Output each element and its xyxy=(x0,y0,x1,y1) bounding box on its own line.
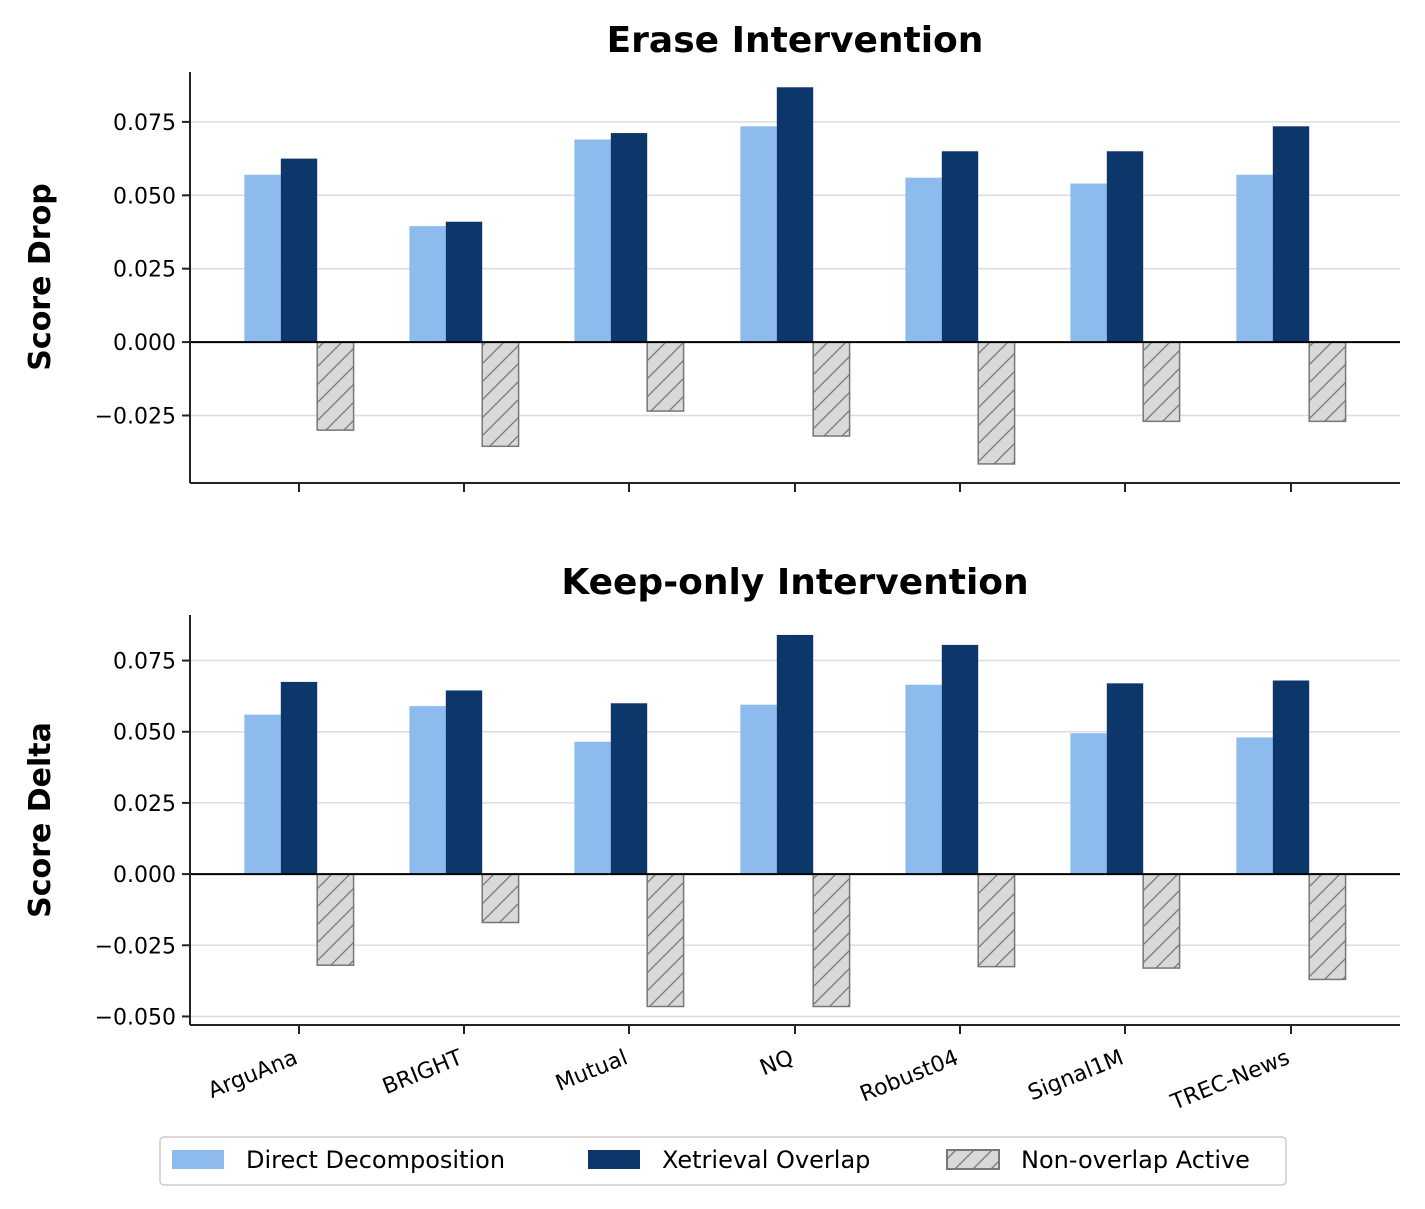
x-tick-label-mutual: Mutual xyxy=(552,1045,631,1096)
erase-bar-nonoverlap-nq xyxy=(812,341,851,437)
erase-panel-title: Erase Intervention xyxy=(607,20,984,61)
keep-only-bar-nonoverlap-nq xyxy=(812,873,851,1008)
y-tick-label: 0.075 xyxy=(113,650,176,675)
y-tick-label: −0.025 xyxy=(95,934,176,959)
keep-only-bar-nonoverlap-trec-news xyxy=(1308,873,1347,981)
erase-bar-direct-trec-news xyxy=(1236,174,1273,343)
legend-label-direct: Direct Decomposition xyxy=(246,1146,505,1174)
erase-bar-overlap-trec-news xyxy=(1272,126,1310,343)
erase-bar-direct-bright xyxy=(409,226,446,343)
keep-only-bars xyxy=(244,634,1347,1008)
y-tick-label: 0.075 xyxy=(113,111,176,136)
erase-bar-nonoverlap-trec-news xyxy=(1308,341,1347,423)
y-tick-label: 0.000 xyxy=(113,863,176,888)
erase-bar-overlap-robust04 xyxy=(941,151,979,343)
erase-axes: −0.025 0.000 0.025 0.050 0.075 xyxy=(95,72,1400,492)
keep-only-bar-overlap-arguana xyxy=(280,681,318,875)
keep-only-bar-overlap-bright xyxy=(445,690,483,875)
erase-bar-overlap-nq xyxy=(776,87,814,343)
legend: Direct Decomposition Xetrieval Overlap N… xyxy=(159,1136,1287,1186)
y-tick-label: −0.050 xyxy=(95,1005,176,1030)
erase-bar-direct-robust04 xyxy=(905,177,942,343)
y-tick-label: 0.050 xyxy=(113,721,176,746)
keep-only-panel-ylabel: Score Delta xyxy=(23,722,58,918)
erase-bar-overlap-signal1m xyxy=(1106,151,1144,343)
x-tick-label-nq: NQ xyxy=(757,1045,798,1081)
erase-panel-ylabel: Score Drop xyxy=(23,183,58,370)
erase-bar-direct-mutual xyxy=(574,139,611,343)
keep-only-panel: Keep-only Intervention Score Delta −0.05… xyxy=(23,562,1400,1034)
keep-only-bar-nonoverlap-bright xyxy=(481,873,520,924)
erase-bars xyxy=(244,87,1347,465)
erase-bar-overlap-arguana xyxy=(280,158,318,343)
keep-only-bar-overlap-robust04 xyxy=(941,644,979,875)
keep-only-bar-nonoverlap-mutual xyxy=(646,873,685,1008)
keep-only-axes: −0.050 −0.025 0.000 0.025 0.050 0.075 xyxy=(95,615,1400,1034)
category-labels: ArguAna BRIGHT Mutual NQ Robust04 Signal1M TRE… xyxy=(205,1045,1294,1116)
x-tick-label-signal1m: Signal1M xyxy=(1025,1045,1128,1106)
legend-swatch-direct xyxy=(172,1150,224,1169)
legend-label-nonoverlap: Non-overlap Active xyxy=(1021,1146,1250,1174)
x-tick-label-robust04: Robust04 xyxy=(857,1045,963,1107)
keep-only-bar-overlap-mutual xyxy=(610,703,648,875)
keep-only-bar-overlap-signal1m xyxy=(1106,683,1144,875)
erase-bar-nonoverlap-arguana xyxy=(316,341,355,431)
keep-only-bar-direct-mutual xyxy=(574,741,611,875)
x-tick-label-bright: BRIGHT xyxy=(379,1045,467,1100)
erase-bar-nonoverlap-bright xyxy=(481,341,520,448)
y-tick-label: 0.025 xyxy=(113,258,176,283)
keep-only-bar-overlap-trec-news xyxy=(1272,680,1310,875)
y-tick-label: 0.025 xyxy=(113,792,176,817)
keep-only-bar-nonoverlap-arguana xyxy=(316,873,355,966)
erase-bar-nonoverlap-robust04 xyxy=(977,341,1016,465)
keep-only-bar-nonoverlap-signal1m xyxy=(1142,873,1181,969)
keep-only-bar-direct-robust04 xyxy=(905,684,942,875)
erase-bar-overlap-mutual xyxy=(610,133,648,343)
legend-swatch-overlap xyxy=(588,1150,640,1169)
keep-only-bar-direct-trec-news xyxy=(1236,737,1273,875)
y-tick-label: 0.000 xyxy=(113,331,176,356)
y-tick-label: −0.025 xyxy=(95,404,176,429)
legend-label-overlap: Xetrieval Overlap xyxy=(662,1146,870,1174)
erase-bar-direct-arguana xyxy=(244,174,281,343)
keep-only-panel-title: Keep-only Intervention xyxy=(561,562,1028,603)
erase-bar-overlap-bright xyxy=(445,221,483,343)
erase-bar-direct-nq xyxy=(740,126,777,343)
keep-only-bar-overlap-nq xyxy=(776,634,814,875)
erase-bar-nonoverlap-signal1m xyxy=(1142,341,1181,423)
y-tick-label: 0.050 xyxy=(113,184,176,209)
x-tick-label-arguana: ArguAna xyxy=(205,1045,302,1103)
keep-only-bar-direct-bright xyxy=(409,706,446,875)
keep-only-bar-nonoverlap-robust04 xyxy=(977,873,1016,968)
keep-only-bar-direct-signal1m xyxy=(1070,733,1107,875)
legend-frame xyxy=(159,1136,1287,1186)
legend-swatch-nonoverlap xyxy=(946,1149,1000,1170)
keep-only-bar-direct-arguana xyxy=(244,714,281,875)
erase-bar-nonoverlap-mutual xyxy=(646,341,685,412)
erase-bar-direct-signal1m xyxy=(1070,183,1107,343)
keep-only-bar-direct-nq xyxy=(740,704,777,875)
erase-panel: Erase Intervention Score Drop −0.025 0.00… xyxy=(23,20,1400,492)
x-tick-label-trec-news: TREC-News xyxy=(1167,1045,1294,1116)
